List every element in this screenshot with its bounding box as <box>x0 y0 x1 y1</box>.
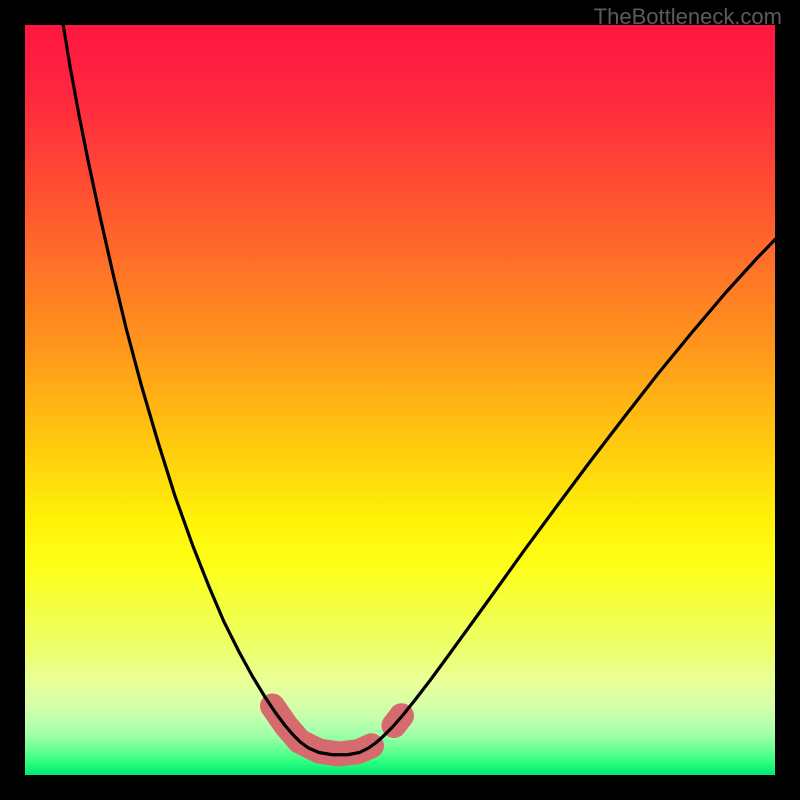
watermark-text: TheBottleneck.com <box>594 4 782 30</box>
chart-svg <box>25 25 775 775</box>
gradient-background <box>25 25 775 775</box>
plot-area <box>25 25 775 775</box>
